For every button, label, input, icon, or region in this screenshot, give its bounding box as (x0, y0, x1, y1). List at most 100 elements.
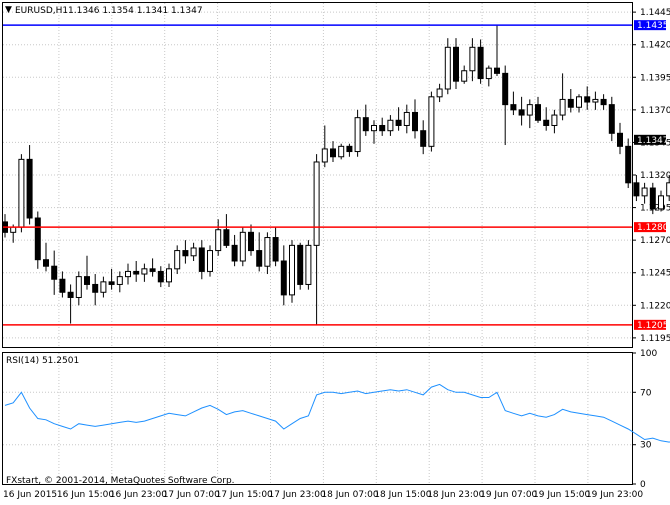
candle-body (634, 183, 639, 196)
candle-body (232, 245, 237, 261)
candle-body (355, 118, 360, 152)
candle-body (413, 112, 418, 130)
candle-body (618, 133, 623, 146)
time-tick-label: 18 Jun 07:00 (321, 490, 378, 500)
time-tick-label: 18 Jun 23:00 (427, 490, 484, 500)
candle-body (478, 47, 483, 78)
symbol-label: EURUSD,H1 (15, 6, 68, 16)
candle-body (306, 245, 311, 284)
candle-body (601, 99, 606, 104)
price-tick-label: 1.1270 (640, 236, 670, 246)
candle-body (199, 248, 204, 271)
candle-body (429, 97, 434, 147)
ohlc-label: 1.1346 1.1354 1.1341 1.1347 (68, 6, 203, 16)
copyright-label: FXstart, © 2001-2014, MetaQuotes Softwar… (6, 476, 235, 486)
candle (19, 154, 24, 232)
candle-body (93, 284, 98, 292)
candle-body (536, 105, 541, 121)
candle-body (19, 159, 24, 227)
candle-body (150, 269, 155, 272)
rsi-axis: 100 70 30 0 (632, 349, 657, 490)
candle-body (560, 99, 565, 115)
candle (659, 191, 664, 212)
candle-body (183, 251, 188, 256)
current-price-label: 1.1347 (637, 136, 669, 146)
candle-body (527, 105, 532, 115)
candle-body (117, 277, 122, 285)
candle-body (158, 271, 163, 281)
candle-body (609, 105, 614, 134)
candle-body (568, 99, 573, 107)
candle-body (167, 269, 172, 282)
candle-body (437, 89, 442, 97)
candle (240, 227, 245, 266)
time-tick-label: 16 Jun 15:00 (57, 490, 114, 500)
candle-body (60, 279, 65, 292)
price-axis: 1.14451.14201.13951.13701.13451.13201.12… (632, 8, 670, 344)
candle-body (240, 232, 245, 261)
candle (634, 175, 639, 201)
candle-body (11, 227, 16, 232)
candle (298, 243, 303, 290)
menu-marker-icon[interactable]: ▼ (5, 5, 12, 15)
candle-body (44, 260, 49, 267)
candle-body (519, 110, 524, 115)
candle-body (216, 230, 221, 251)
rsi-tick-label: 70 (640, 388, 652, 398)
candle (626, 139, 631, 189)
candle-body (585, 97, 590, 102)
candle (306, 240, 311, 290)
candle (429, 92, 434, 152)
rsi-tick-label: 0 (640, 480, 646, 490)
candle-body (544, 120, 549, 125)
candle-body (650, 188, 655, 209)
candle-body (52, 266, 57, 279)
candle-body (298, 245, 303, 284)
candle-body (552, 115, 557, 125)
time-tick-label: 18 Jun 15:00 (374, 490, 431, 500)
rsi-label: RSI(14) 51.2501 (6, 356, 79, 366)
time-tick-label: 17 Jun 23:00 (269, 490, 326, 500)
candle-body (421, 131, 426, 147)
time-tick-label: 19 Jun 15:00 (533, 490, 590, 500)
rsi-panel-frame (3, 353, 633, 485)
candle-body (224, 230, 229, 246)
candle-body (68, 292, 73, 297)
candle-body (388, 120, 393, 130)
candle-body (249, 232, 254, 250)
candle-body (85, 277, 90, 285)
candle-body (454, 47, 459, 81)
candle-body (347, 146, 352, 151)
candle-body (35, 218, 40, 260)
rsi-tick-label: 30 (640, 441, 652, 451)
price-tick-label: 1.1320 (640, 171, 670, 181)
candle-body (396, 120, 401, 125)
candle-body (577, 97, 582, 107)
candle-body (363, 118, 368, 131)
candle-body (208, 251, 213, 272)
candle-body (273, 238, 278, 261)
candle-body (404, 112, 409, 125)
candle-body (339, 146, 344, 156)
candle (642, 183, 647, 204)
candle-body (462, 71, 467, 81)
candle-body (626, 146, 631, 182)
time-tick-label: 16 Jun 23:00 (110, 490, 167, 500)
candle-body (27, 159, 32, 218)
candle-body (175, 251, 180, 269)
candle-body (314, 162, 319, 245)
candle-body (495, 68, 500, 73)
candle-body (470, 47, 475, 70)
candle-body (372, 125, 377, 130)
price-tick-label: 1.1195 (640, 334, 670, 344)
time-tick-label: 19 Jun 07:00 (480, 490, 537, 500)
candle-body (290, 245, 295, 295)
time-tick-label: 19 Jun 23:00 (586, 490, 643, 500)
candle-body (503, 73, 508, 104)
candle (290, 240, 295, 303)
price-tick-label: 1.1395 (640, 73, 670, 83)
rsi-tick-label: 100 (640, 349, 657, 359)
hline-price-label: 1.1205 (637, 321, 669, 331)
